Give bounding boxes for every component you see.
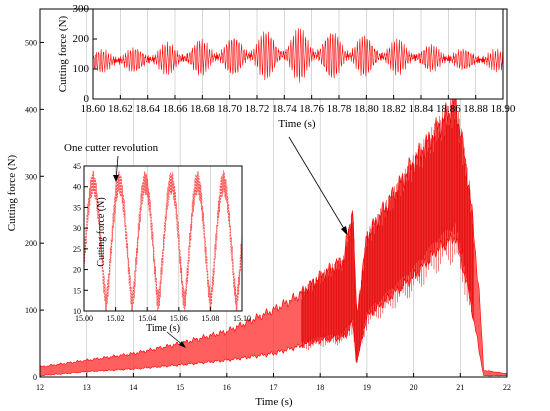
x-tick-label: 14 [129, 383, 137, 392]
y-tick-label: 15 [73, 286, 81, 295]
bottom-inset-y-axis-label: Cutting force (N) [96, 197, 107, 266]
top-inset: 18.60 18.62 18.64 18.66 18.68 18.70 18.72 18.74… [57, 3, 516, 130]
zoom-arrow-bottom-head [179, 341, 186, 348]
y-tick-label: 35 [73, 203, 81, 212]
main-y-ticks: 0 100 200 300 400 500 [25, 38, 44, 382]
x-tick-label: 15.10 [233, 314, 251, 323]
x-tick-label: 13 [83, 383, 91, 392]
x-tick-label: 19 [363, 383, 371, 392]
y-tick-label: 20 [73, 266, 81, 275]
x-tick-label: 21 [456, 383, 464, 392]
zoom-arrow-top-head [341, 226, 348, 236]
bottom-inset-x-axis-label: Time (s) [146, 323, 180, 334]
top-inset-frame [92, 8, 504, 100]
x-tick-label: 18.90 [491, 103, 516, 115]
x-tick-label: 18.72 [245, 103, 270, 115]
x-tick-label: 18.84 [409, 103, 434, 115]
y-tick-label: 0 [33, 373, 37, 382]
y-tick-label: 25 [73, 245, 81, 254]
bottom-inset-y-ticks: 10 15 20 25 30 35 40 45 [73, 162, 88, 316]
main-x-ticks: 12 13 14 15 16 17 18 19 20 21 22 [36, 373, 511, 392]
bottom-inset-x-ticks: 15.00 15.02 15.04 15.06 15.08 15.10 [75, 307, 251, 323]
y-tick-label: 10 [73, 307, 81, 316]
x-tick-label: 18.76 [299, 103, 324, 115]
y-tick-label: 30 [73, 224, 81, 233]
y-tick-label: 300 [73, 3, 90, 15]
bottom-inset-force-line [83, 170, 243, 312]
top-inset-y-ticks: 0 100 200 300 [73, 3, 97, 105]
x-tick-label: 15.00 [75, 314, 93, 323]
x-tick-label: 12 [36, 383, 44, 392]
x-tick-label: 18.64 [135, 103, 160, 115]
x-tick-label: 18.70 [217, 103, 242, 115]
top-inset-x-ticks: 18.60 18.62 18.64 18.66 18.68 18.70 18.72 18.74… [81, 95, 516, 115]
y-tick-label: 400 [25, 105, 37, 114]
x-tick-label: 20 [410, 383, 418, 392]
zoom-arrow-top [288, 136, 347, 233]
y-tick-label: 500 [25, 38, 37, 47]
x-tick-label: 22 [503, 383, 511, 392]
x-tick-label: 18.68 [190, 103, 215, 115]
bottom-inset-frame [83, 165, 243, 312]
x-tick-label: 18.82 [381, 103, 406, 115]
top-inset-background [93, 9, 503, 99]
x-tick-label: 18.60 [81, 103, 106, 115]
x-tick-label: 16 [223, 383, 231, 392]
x-tick-label: 18 [316, 383, 324, 392]
main-y-axis-label: Cutting force (N) [6, 154, 18, 231]
y-tick-label: 40 [73, 183, 81, 192]
y-tick-label: 100 [25, 306, 37, 315]
x-tick-label: 18.88 [463, 103, 488, 115]
x-tick-label: 18.62 [108, 103, 133, 115]
annotation-one-cutter-revolution: One cutter revolution [64, 142, 159, 154]
x-tick-label: 17 [270, 383, 278, 392]
y-tick-label: 45 [73, 162, 81, 171]
y-tick-label: 300 [25, 172, 37, 181]
y-tick-label: 200 [25, 239, 37, 248]
x-tick-label: 15.08 [201, 314, 219, 323]
x-tick-label: 18.86 [436, 103, 461, 115]
main-x-axis-label: Time (s) [255, 396, 293, 408]
x-tick-label: 18.78 [327, 103, 352, 115]
top-inset-y-axis-label: Cutting force (N) [57, 15, 69, 92]
y-tick-label: 0 [84, 93, 90, 105]
x-tick-label: 18.74 [272, 103, 297, 115]
bottom-inset: 15.00 15.02 15.04 15.06 15.08 15.10 10 15 20 25 3… [73, 162, 251, 334]
top-inset-x-gridlines [120, 9, 476, 99]
x-tick-label: 15.06 [170, 314, 188, 323]
x-tick-label: 18.66 [163, 103, 188, 115]
y-tick-label: 200 [73, 33, 90, 45]
x-tick-label: 18.80 [354, 103, 379, 115]
x-tick-label: 15.02 [107, 314, 125, 323]
top-inset-x-axis-label: Time (s) [278, 118, 316, 130]
annotation-arrow-head [113, 175, 119, 182]
x-tick-label: 15.04 [138, 314, 156, 323]
y-tick-label: 100 [73, 63, 90, 75]
main-force-spikes [301, 95, 474, 362]
x-tick-label: 15 [176, 383, 184, 392]
top-inset-force-line [92, 28, 504, 83]
